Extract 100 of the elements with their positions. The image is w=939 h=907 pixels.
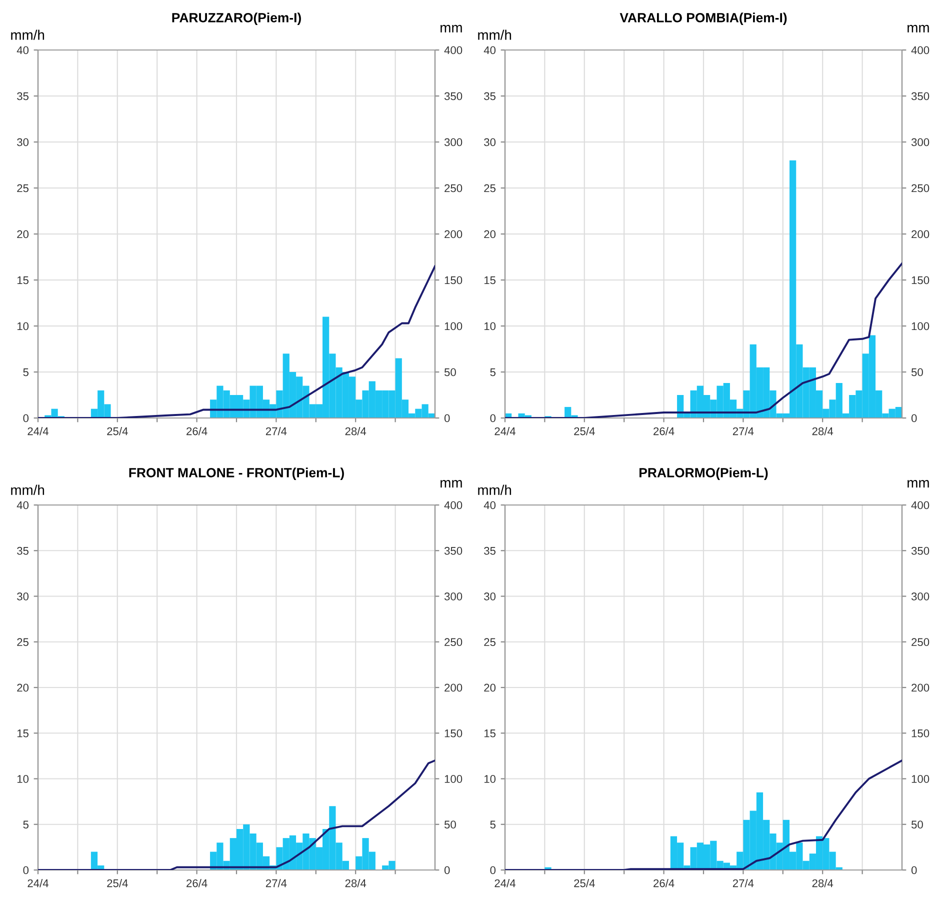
y-tick-label: 10 xyxy=(17,322,29,330)
y-tick-label: 30 xyxy=(17,138,29,146)
x-tick-label: 27/4 xyxy=(266,427,287,436)
y2-tick-label: 200 xyxy=(912,230,930,238)
chart-title: VARALLO POMBIA(Piem-I) xyxy=(620,12,787,25)
y2-tick-label: 300 xyxy=(444,138,462,146)
y-tick-label: 0 xyxy=(490,866,496,874)
y2-tick-label: 100 xyxy=(444,775,462,783)
y2-tick-label: 200 xyxy=(444,230,462,238)
y-axis-title: mm/h xyxy=(478,484,512,495)
y2-tick-label: 300 xyxy=(444,592,462,600)
y2-tick-label: 150 xyxy=(912,729,930,738)
y2-tick-label: 50 xyxy=(444,368,456,376)
y-tick-label: 25 xyxy=(484,184,496,192)
x-tick-label: 28/4 xyxy=(345,427,366,436)
y2-tick-label: 0 xyxy=(911,866,917,874)
y-tick-label: 40 xyxy=(16,501,29,510)
y-tick-label: 40 xyxy=(484,501,496,510)
x-tick-label: 28/4 xyxy=(345,879,366,888)
y-tick-label: 15 xyxy=(484,730,496,738)
x-tick-label: 26/4 xyxy=(186,879,208,888)
x-tick-label: 27/4 xyxy=(732,879,754,888)
y2-tick-label: 400 xyxy=(444,501,462,510)
y2-tick-label: 350 xyxy=(444,92,462,100)
x-tick-label: 25/4 xyxy=(107,879,128,888)
y-tick-label: 35 xyxy=(17,92,29,100)
y-tick-label: 15 xyxy=(484,276,496,284)
y-tick-label: 35 xyxy=(484,546,496,555)
chart-title: PARUZZARO(Piem-I) xyxy=(172,12,301,25)
y-tick-label: 15 xyxy=(17,276,29,284)
y2-tick-label: 250 xyxy=(444,638,462,646)
y2-tick-label: 150 xyxy=(444,729,462,738)
y-tick-label: 20 xyxy=(484,230,496,238)
x-tick-label: 25/4 xyxy=(107,427,128,436)
y-tick-label: 20 xyxy=(17,684,29,692)
y2-tick-label: 400 xyxy=(911,501,930,510)
y2-tick-label: 250 xyxy=(912,638,930,646)
x-tick-label: 28/4 xyxy=(812,879,834,888)
x-tick-label: 25/4 xyxy=(574,879,595,888)
y2-axis-title: mm xyxy=(908,24,929,32)
y-tick-label: 15 xyxy=(17,730,29,738)
y2-tick-label: 200 xyxy=(912,684,930,692)
y-tick-label: 40 xyxy=(484,46,496,54)
x-tick-label: 24/4 xyxy=(494,879,516,888)
y2-tick-label: 0 xyxy=(911,414,917,422)
y-tick-label: 25 xyxy=(17,184,29,192)
x-tick-label: 26/4 xyxy=(654,427,674,436)
y-tick-label: 5 xyxy=(23,368,29,376)
y-tick-label: 25 xyxy=(484,638,496,646)
chart-title: PRALORMO(Piem-L) xyxy=(640,468,768,480)
y-tick-label: 25 xyxy=(17,638,29,646)
y2-tick-label: 350 xyxy=(444,546,462,555)
y2-tick-label: 300 xyxy=(911,592,930,600)
x-tick-label: 24/4 xyxy=(494,427,516,436)
y2-tick-label: 50 xyxy=(911,820,923,829)
y2-tick-label: 50 xyxy=(444,820,456,829)
y-tick-label: 35 xyxy=(17,546,29,555)
x-tick-label: 28/4 xyxy=(812,427,834,436)
y-axis-title: mm/h xyxy=(11,484,44,495)
y2-tick-label: 0 xyxy=(444,414,450,422)
x-tick-label: 24/4 xyxy=(28,427,48,436)
x-tick-label: 27/4 xyxy=(732,427,754,436)
y2-axis-title: mm xyxy=(440,480,462,488)
y2-tick-label: 400 xyxy=(444,46,462,54)
y2-tick-label: 300 xyxy=(911,138,930,146)
y2-tick-label: 200 xyxy=(444,684,462,692)
x-tick-label: 27/4 xyxy=(266,879,287,888)
x-tick-label: 24/4 xyxy=(28,879,48,888)
y2-tick-label: 350 xyxy=(911,546,930,555)
y-tick-label: 0 xyxy=(23,414,29,422)
y2-tick-label: 150 xyxy=(444,276,462,284)
y-tick-label: 5 xyxy=(490,368,496,376)
y2-axis-title: mm xyxy=(440,24,462,32)
y-tick-label: 20 xyxy=(484,684,496,692)
y2-tick-label: 50 xyxy=(911,368,923,376)
x-tick-label: 26/4 xyxy=(186,427,208,436)
y2-tick-label: 250 xyxy=(444,184,462,192)
x-tick-label: 26/4 xyxy=(654,879,674,888)
y-tick-label: 30 xyxy=(17,592,29,600)
y-axis-title: mm/h xyxy=(478,30,512,40)
y2-tick-label: 150 xyxy=(912,276,930,284)
y2-axis-title: mm xyxy=(908,480,929,488)
y-tick-label: 0 xyxy=(490,414,496,422)
y2-tick-label: 0 xyxy=(444,866,450,874)
y2-tick-label: 400 xyxy=(911,46,930,54)
y-tick-label: 20 xyxy=(17,230,29,238)
y-tick-label: 10 xyxy=(17,775,29,783)
y-tick-label: 5 xyxy=(490,820,496,829)
chart-title: FRONT MALONE - FRONT(Piem-L) xyxy=(129,468,344,480)
y2-tick-label: 100 xyxy=(912,322,930,330)
y-tick-label: 40 xyxy=(16,46,29,54)
y-tick-label: 10 xyxy=(484,322,496,330)
y-tick-label: 30 xyxy=(484,592,496,600)
y-tick-label: 10 xyxy=(484,775,496,783)
y-axis-title: mm/h xyxy=(11,30,44,40)
y-tick-label: 5 xyxy=(23,820,29,829)
y2-tick-label: 100 xyxy=(444,322,462,330)
y2-tick-label: 250 xyxy=(912,184,930,192)
y-tick-label: 35 xyxy=(484,92,496,100)
y2-tick-label: 100 xyxy=(912,775,930,783)
